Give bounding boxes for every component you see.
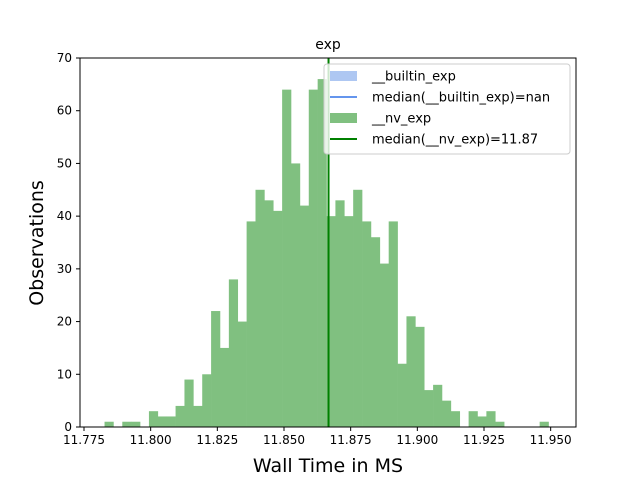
histogram-bar <box>273 210 283 427</box>
x-tick-label: 11.900 <box>396 433 438 447</box>
x-tick-label: 11.850 <box>263 433 305 447</box>
x-tick-label: 11.825 <box>196 433 238 447</box>
histogram-bar <box>219 347 230 427</box>
histogram-bar <box>326 216 336 427</box>
y-tick-label: 10 <box>57 367 72 381</box>
histogram-bar <box>450 411 461 427</box>
histogram-bar <box>255 189 265 427</box>
bars-group <box>104 79 549 427</box>
x-axis-ticks: 11.775 11.800 11.825 11.850 11.875 11.900 11.9… <box>63 427 572 447</box>
y-tick-label: 30 <box>57 262 72 276</box>
legend-box <box>323 63 571 155</box>
histogram-bar <box>148 411 159 427</box>
histogram-bar <box>175 405 185 427</box>
histogram-bar <box>193 405 203 427</box>
histogram-bar <box>415 326 425 427</box>
histogram-bar <box>264 200 274 427</box>
histogram-bar <box>317 79 327 427</box>
y-tick-label: 0 <box>64 420 72 434</box>
plot-area-frame <box>79 57 577 428</box>
histogram-bar <box>282 89 292 427</box>
histogram-bar <box>228 279 239 427</box>
legend-swatch <box>330 113 357 123</box>
histogram-bar <box>131 421 141 427</box>
histogram-bar <box>495 421 505 427</box>
legend-label: median(__builtin_exp)=nan <box>372 91 550 106</box>
y-tick-label: 40 <box>57 209 72 223</box>
legend-label: median(__nv_exp)=11.87 <box>372 133 538 148</box>
histogram-bar <box>184 379 194 427</box>
histogram-bar <box>202 374 212 427</box>
histogram-bar <box>291 163 301 427</box>
histogram-bar <box>486 411 496 427</box>
histogram-bar <box>379 263 389 427</box>
histogram-bar <box>362 221 372 427</box>
x-tick-label: 11.950 <box>530 433 572 447</box>
histogram-bar <box>104 421 114 427</box>
histogram-bar <box>166 416 176 427</box>
x-tick-label: 11.775 <box>63 433 105 447</box>
histogram-bar <box>344 216 354 427</box>
histogram-bar <box>406 316 416 427</box>
x-tick-label: 11.925 <box>463 433 505 447</box>
histogram-bar <box>441 400 452 427</box>
legend-swatch <box>330 71 357 81</box>
histogram-bar <box>468 411 478 427</box>
y-axis-label: Observations <box>26 180 48 306</box>
histogram-bar <box>299 205 310 427</box>
histogram-bar <box>353 189 363 427</box>
y-axis-ticks: 0 10 20 30 40 50 60 70 <box>57 51 80 434</box>
legend: __builtin_exp median(__builtin_exp)=nan __… <box>323 63 571 155</box>
x-tick-label: 11.875 <box>330 433 372 447</box>
chart-title: exp <box>315 37 341 53</box>
histogram-bar <box>477 416 487 427</box>
histogram-bar <box>335 200 345 427</box>
histogram-bar <box>308 89 318 427</box>
histogram-bar <box>237 321 247 427</box>
histogram-bar <box>370 237 381 427</box>
y-tick-label: 50 <box>57 156 72 170</box>
y-tick-label: 70 <box>57 51 72 65</box>
y-tick-label: 20 <box>57 315 72 329</box>
x-tick-label: 11.800 <box>130 433 172 447</box>
histogram-bar <box>246 221 256 427</box>
histogram-bar <box>157 416 167 427</box>
histogram-bar <box>433 384 443 427</box>
histogram-bar <box>388 221 398 427</box>
histogram-bar <box>539 421 549 427</box>
x-axis-label: Wall Time in MS <box>253 455 403 477</box>
histogram-bar <box>211 311 221 427</box>
legend-label: __builtin_exp <box>371 70 456 85</box>
y-tick-label: 60 <box>57 104 72 118</box>
legend-label: __nv_exp <box>371 112 431 127</box>
histogram-bar <box>122 421 132 427</box>
histogram-bar <box>397 363 407 427</box>
histogram-bar <box>424 390 434 427</box>
